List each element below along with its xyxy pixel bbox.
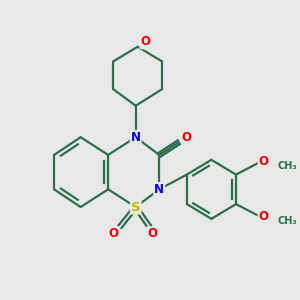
- Text: O: O: [259, 210, 269, 224]
- Text: O: O: [259, 155, 269, 168]
- Text: CH₃: CH₃: [277, 161, 297, 171]
- Text: O: O: [140, 35, 151, 48]
- Text: O: O: [108, 227, 118, 240]
- Text: CH₃: CH₃: [277, 216, 297, 226]
- Text: O: O: [147, 227, 158, 240]
- Text: N: N: [131, 131, 141, 144]
- Text: O: O: [182, 131, 192, 144]
- Text: N: N: [154, 183, 164, 196]
- Text: S: S: [131, 200, 140, 214]
